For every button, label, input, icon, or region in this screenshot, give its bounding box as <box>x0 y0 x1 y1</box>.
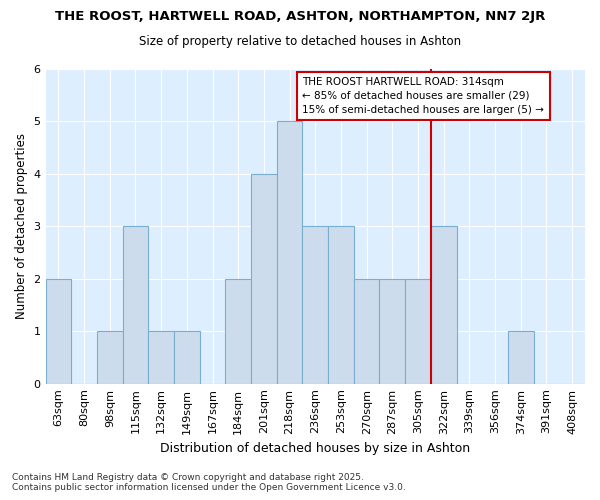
Text: THE ROOST HARTWELL ROAD: 314sqm
← 85% of detached houses are smaller (29)
15% of: THE ROOST HARTWELL ROAD: 314sqm ← 85% of… <box>302 77 544 115</box>
Bar <box>379 279 405 384</box>
Text: Size of property relative to detached houses in Ashton: Size of property relative to detached ho… <box>139 35 461 48</box>
Bar <box>251 174 277 384</box>
Text: Contains HM Land Registry data © Crown copyright and database right 2025.
Contai: Contains HM Land Registry data © Crown c… <box>12 473 406 492</box>
Bar <box>46 279 71 384</box>
Bar <box>148 331 174 384</box>
Y-axis label: Number of detached properties: Number of detached properties <box>15 134 28 320</box>
Bar <box>122 226 148 384</box>
Bar <box>328 226 354 384</box>
Bar <box>508 331 533 384</box>
Bar <box>277 122 302 384</box>
Bar <box>431 226 457 384</box>
Bar <box>405 279 431 384</box>
Text: THE ROOST, HARTWELL ROAD, ASHTON, NORTHAMPTON, NN7 2JR: THE ROOST, HARTWELL ROAD, ASHTON, NORTHA… <box>55 10 545 23</box>
Bar <box>354 279 379 384</box>
Bar <box>97 331 122 384</box>
Bar <box>174 331 200 384</box>
Bar <box>226 279 251 384</box>
X-axis label: Distribution of detached houses by size in Ashton: Distribution of detached houses by size … <box>160 442 470 455</box>
Bar <box>302 226 328 384</box>
